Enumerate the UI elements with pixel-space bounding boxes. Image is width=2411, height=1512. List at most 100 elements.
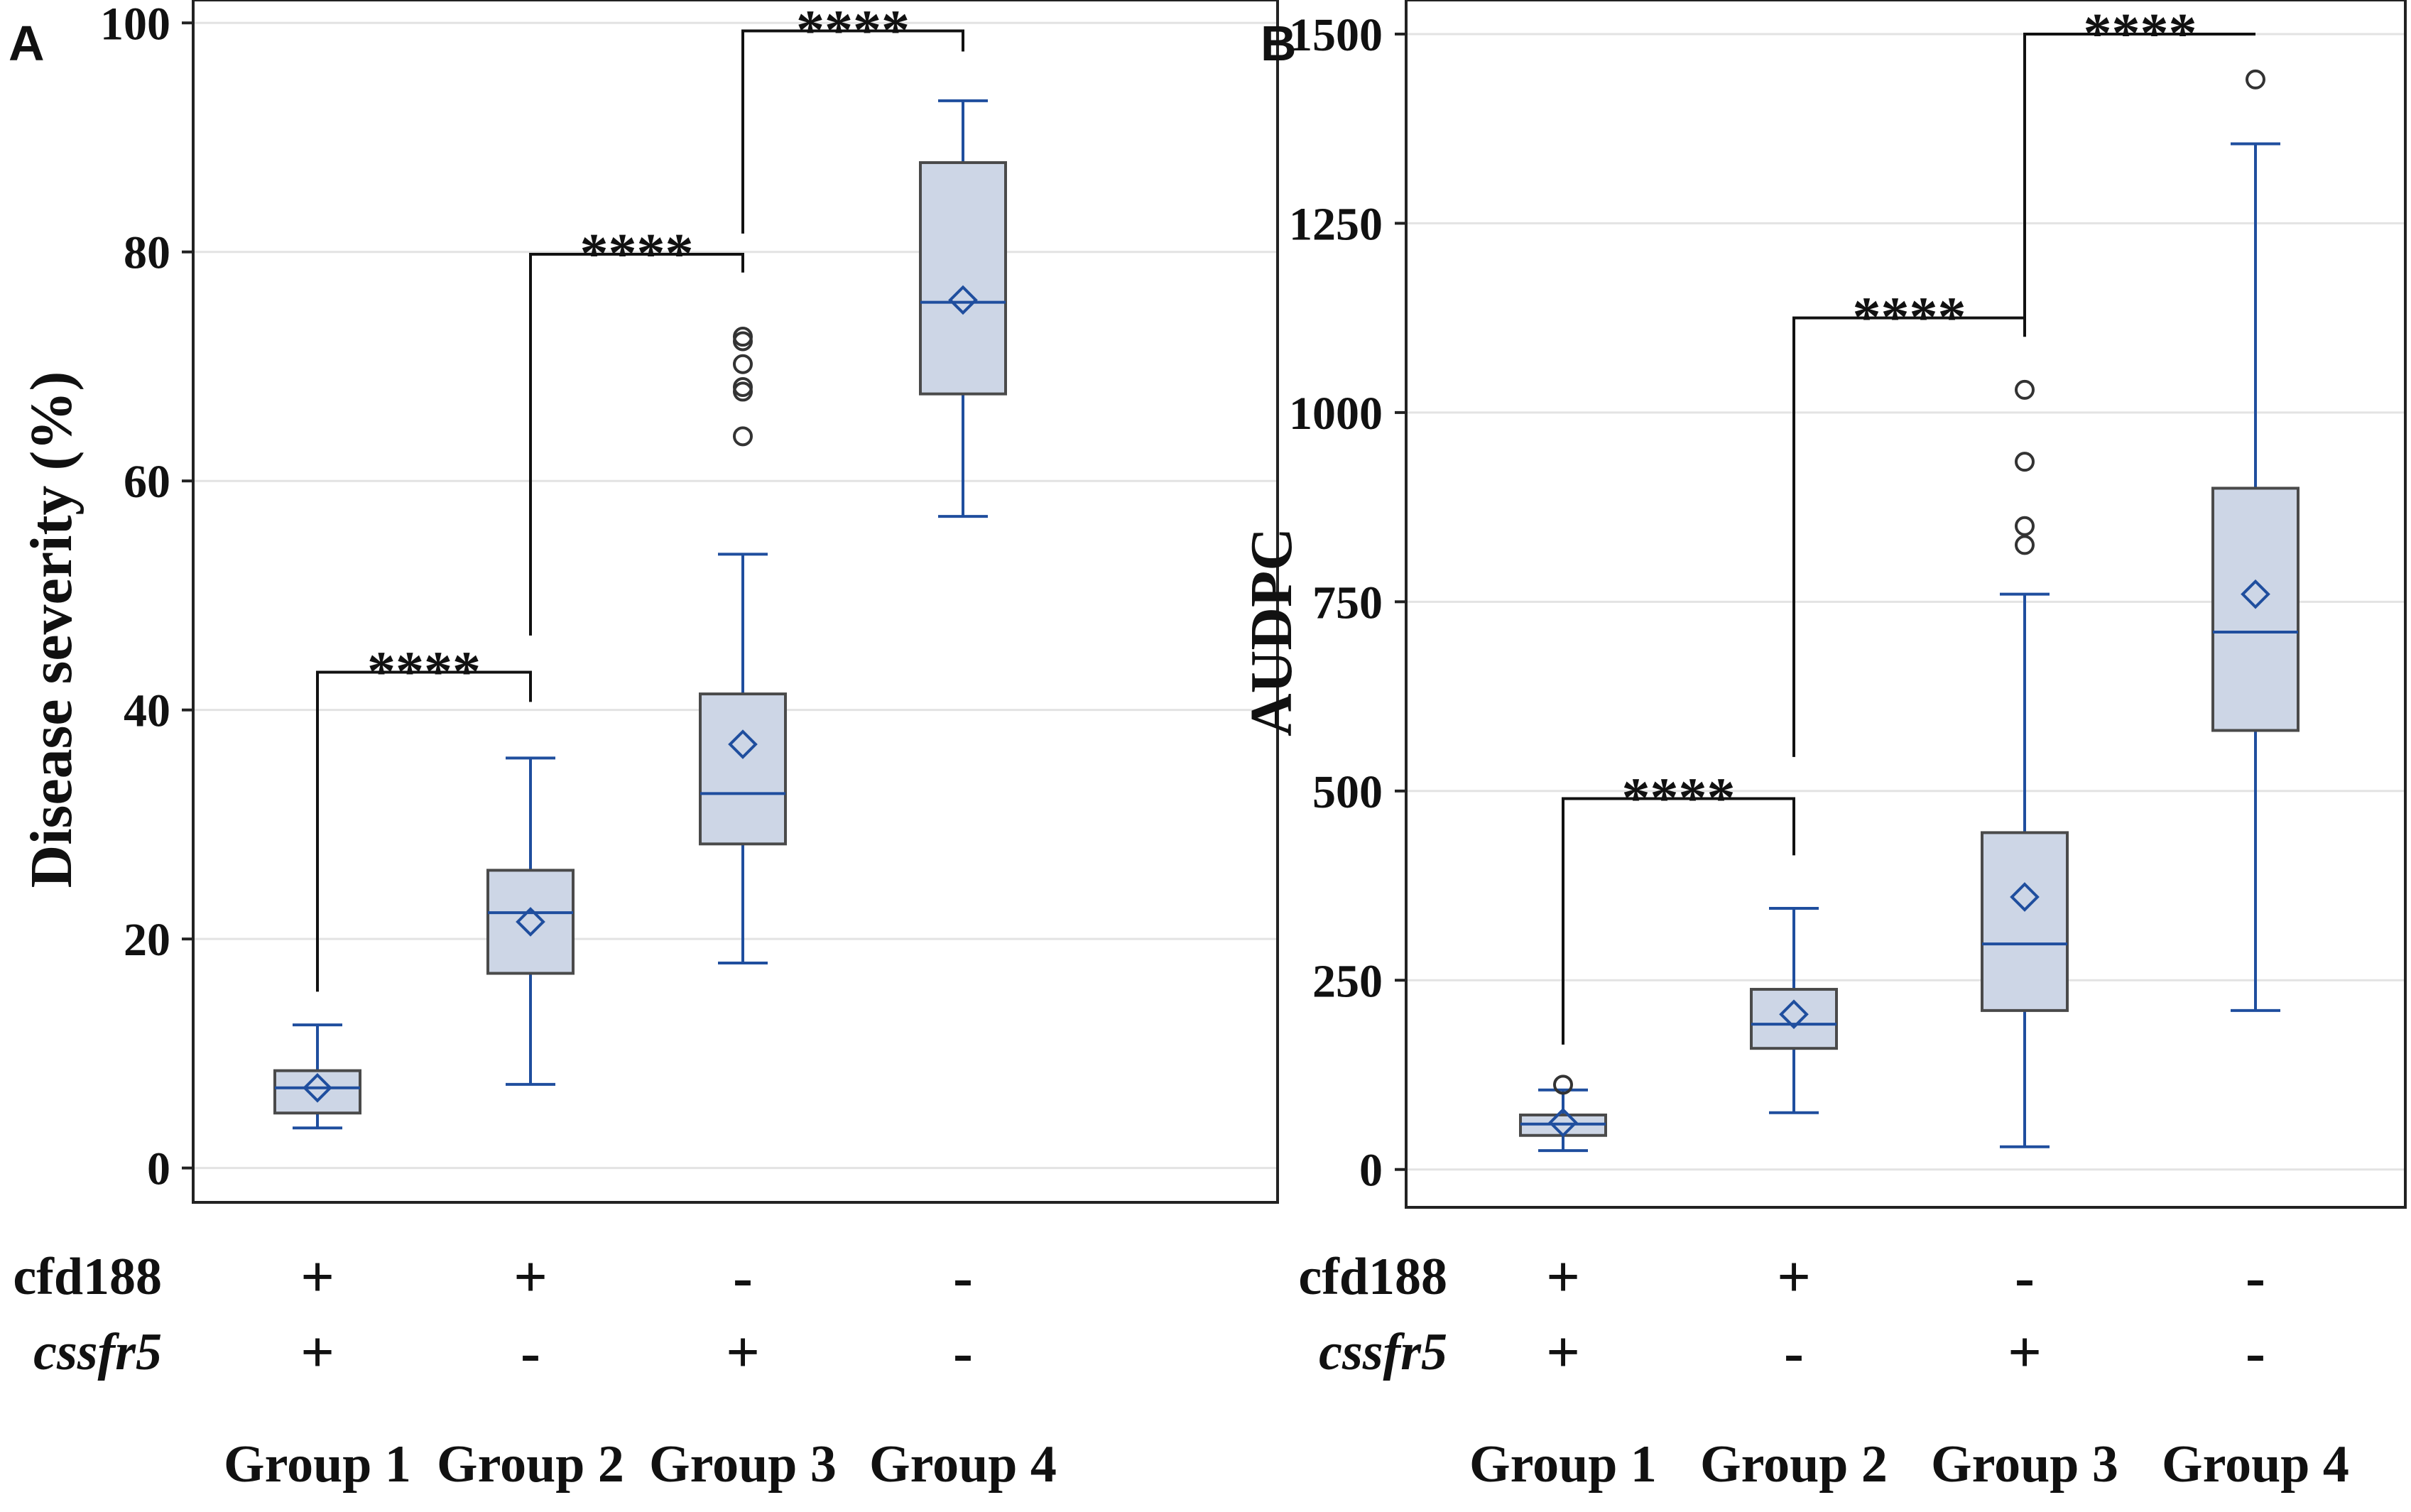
significance-label: **** bbox=[367, 641, 481, 703]
y-tick-label: 500 bbox=[1312, 766, 1383, 818]
outlier-point bbox=[2015, 452, 2035, 472]
y-tick-label: 60 bbox=[124, 456, 170, 508]
box-4 bbox=[2211, 69, 2300, 1012]
genotype-value: - bbox=[733, 1244, 753, 1310]
panel-label: A bbox=[9, 16, 45, 71]
outlier-point bbox=[2015, 535, 2035, 555]
y-tick-label: 1000 bbox=[1289, 388, 1383, 440]
mean-marker bbox=[516, 907, 545, 937]
box-iqr bbox=[2211, 486, 2300, 732]
significance-bracket-2: **** bbox=[1792, 287, 2026, 757]
outlier-point bbox=[2015, 516, 2035, 536]
y-tick-label: 20 bbox=[124, 914, 170, 966]
box-iqr bbox=[1750, 988, 1838, 1050]
bracket-line bbox=[529, 252, 744, 636]
group-label: Group 1 bbox=[224, 1435, 411, 1494]
y-tick-label: 0 bbox=[1359, 1145, 1383, 1197]
box-iqr bbox=[1981, 831, 2069, 1012]
outlier-point bbox=[733, 376, 753, 397]
plot-frame bbox=[1405, 0, 2407, 1209]
genotype-value: - bbox=[2246, 1320, 2265, 1386]
bracket-line bbox=[741, 29, 964, 234]
mean-marker bbox=[728, 729, 758, 759]
genotype-value: - bbox=[2246, 1244, 2265, 1310]
group-label: Group 3 bbox=[649, 1435, 837, 1494]
box-3 bbox=[1981, 379, 2069, 1148]
panel-b: 0 250 500 750 1000 1250 1500 AUDPC B **** **** ****… bbox=[1239, 0, 2407, 1494]
box-2 bbox=[1750, 906, 1838, 1114]
genotype-value: - bbox=[521, 1320, 540, 1386]
significance-label: **** bbox=[2084, 3, 2197, 65]
significance-label: **** bbox=[1622, 767, 1736, 830]
box-iqr bbox=[699, 692, 787, 846]
box-3 bbox=[699, 327, 787, 965]
genotype-marker-label: cssfr5 bbox=[1319, 1323, 1447, 1381]
group-label: Group 1 bbox=[1469, 1435, 1657, 1494]
panel-a: 0 20 40 60 80 100 Disease severity (%) A **** ***… bbox=[9, 0, 1279, 1494]
y-tick-label: 80 bbox=[124, 227, 170, 279]
outlier-point bbox=[733, 426, 753, 447]
genotype-value: + bbox=[300, 1320, 334, 1386]
genotype-marker-label: cssfr5 bbox=[33, 1323, 162, 1381]
box-1 bbox=[273, 1023, 361, 1130]
group-label: Group 2 bbox=[437, 1435, 624, 1494]
y-tick-label: 250 bbox=[1312, 955, 1383, 1007]
outlier-point bbox=[2246, 69, 2265, 89]
outlier-point bbox=[1553, 1075, 1573, 1095]
genotype-value: - bbox=[2015, 1244, 2035, 1310]
genotype-value: + bbox=[300, 1244, 334, 1310]
significance-bracket-2: **** bbox=[529, 223, 744, 636]
group-label: Group 4 bbox=[869, 1435, 1057, 1494]
mean-marker bbox=[2241, 579, 2270, 609]
genotype-value: + bbox=[1546, 1244, 1580, 1310]
significance-bracket-3: **** bbox=[2023, 3, 2255, 318]
genotype-marker-label: cfd188 bbox=[1298, 1248, 1447, 1306]
genotype-value: + bbox=[1777, 1244, 1811, 1310]
genotype-value: - bbox=[953, 1244, 973, 1310]
plot-frame bbox=[192, 0, 1279, 1204]
significance-bracket-3: **** bbox=[741, 0, 964, 234]
y-axis-label: AUDPC bbox=[1239, 528, 1305, 736]
significance-label: **** bbox=[796, 0, 910, 62]
genotype-value: + bbox=[1546, 1320, 1580, 1386]
outlier-point bbox=[733, 354, 753, 374]
mean-marker bbox=[303, 1072, 332, 1103]
group-label: Group 3 bbox=[1931, 1435, 2118, 1494]
outlier-point bbox=[2015, 379, 2035, 400]
bracket-line bbox=[2023, 32, 2255, 318]
genotype-marker-label: cfd188 bbox=[13, 1248, 162, 1306]
genotype-value: + bbox=[513, 1244, 548, 1310]
significance-bracket-1: **** bbox=[1562, 767, 1795, 1045]
genotype-value: - bbox=[1784, 1320, 1804, 1386]
mean-marker bbox=[2010, 882, 2040, 912]
box-4 bbox=[919, 99, 1007, 518]
significance-bracket-1: **** bbox=[316, 641, 532, 992]
bracket-line bbox=[1792, 316, 2026, 757]
y-tick-label: 100 bbox=[100, 0, 170, 50]
mean-marker bbox=[1779, 999, 1809, 1030]
group-label: Group 4 bbox=[2162, 1435, 2349, 1494]
box-1 bbox=[1519, 1075, 1607, 1153]
bracket-line bbox=[1562, 797, 1795, 1045]
significance-label: **** bbox=[1853, 287, 1966, 349]
y-tick-label: 1250 bbox=[1289, 198, 1383, 250]
box-iqr bbox=[273, 1069, 361, 1115]
y-tick-label: 1500 bbox=[1289, 9, 1383, 61]
genotype-value: + bbox=[726, 1320, 760, 1386]
outlier-point bbox=[733, 327, 753, 347]
y-tick-label: 750 bbox=[1312, 577, 1383, 629]
y-tick-label: 40 bbox=[124, 685, 170, 737]
genotype-value: - bbox=[953, 1320, 973, 1386]
box-iqr bbox=[919, 161, 1007, 396]
box-iqr bbox=[486, 869, 575, 975]
y-axis-label: Disease severity (%) bbox=[18, 371, 85, 888]
mean-marker bbox=[948, 285, 978, 315]
group-label: Group 2 bbox=[1700, 1435, 1888, 1494]
significance-label: **** bbox=[580, 223, 694, 285]
mean-marker bbox=[1548, 1107, 1578, 1138]
panel-label: B bbox=[1261, 16, 1297, 71]
box-2 bbox=[486, 756, 575, 1086]
y-tick-label: 0 bbox=[147, 1143, 170, 1195]
